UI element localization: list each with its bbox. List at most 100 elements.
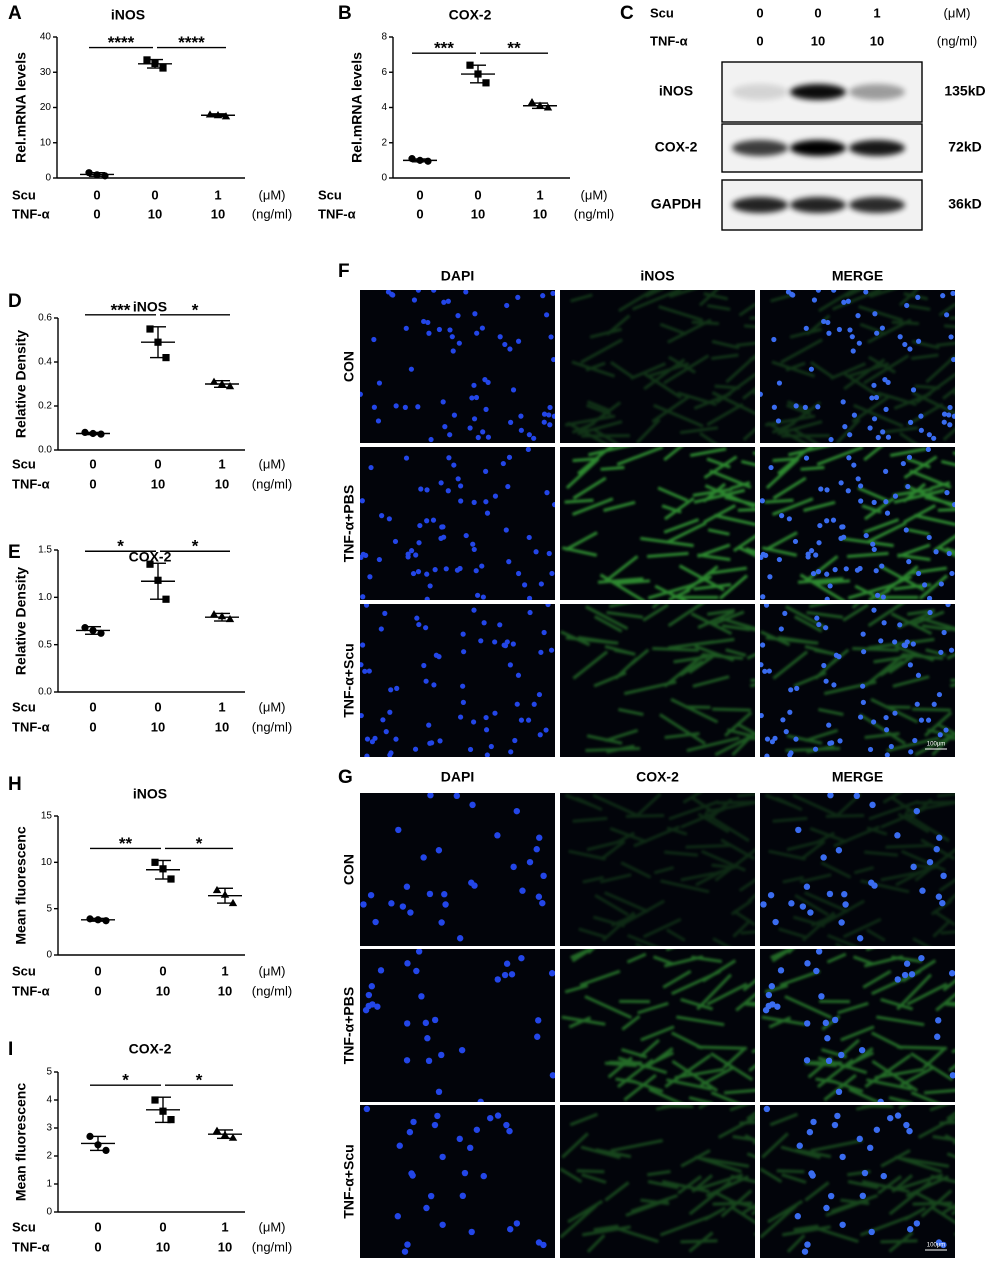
condition-value: 10 [218, 1239, 232, 1254]
fiber [661, 504, 682, 514]
fiber [635, 418, 661, 443]
nucleus [769, 1001, 776, 1008]
y-tick-label: 0 [46, 950, 52, 961]
fiber [835, 418, 861, 443]
fiber [691, 796, 712, 812]
blot-band [849, 84, 905, 100]
nucleus [803, 455, 810, 461]
fiber [740, 930, 755, 935]
nucleus [802, 404, 808, 410]
fiber [886, 736, 940, 753]
nucleus [897, 334, 903, 340]
fiber [815, 831, 836, 845]
fiber [843, 358, 886, 391]
nucleus [403, 883, 411, 890]
nucleus [794, 1213, 801, 1220]
fiber [864, 497, 895, 521]
nucleus [803, 1020, 811, 1027]
nucleus [402, 404, 408, 410]
nucleus [420, 854, 427, 861]
nucleus [816, 540, 822, 546]
nucleus [903, 527, 909, 533]
fiber [695, 870, 723, 887]
nucleus [935, 1017, 942, 1024]
fiber [858, 305, 904, 322]
nucleus [915, 570, 922, 577]
column-header: MERGE [832, 769, 883, 785]
condition-value: 0 [159, 963, 166, 978]
fiber [662, 969, 692, 989]
fiber [702, 1157, 750, 1168]
nucleus [494, 1112, 502, 1119]
nucleus [451, 462, 457, 468]
condition-value: 1 [218, 699, 225, 714]
nucleus [847, 327, 853, 333]
nucleus [535, 1239, 543, 1246]
nucleus [382, 610, 388, 617]
nucleus [455, 313, 461, 319]
fiber [604, 1181, 630, 1202]
nucleus [885, 434, 892, 440]
point [154, 338, 162, 346]
fiber [669, 290, 695, 299]
nucleus [939, 899, 946, 907]
fiber [801, 911, 836, 942]
fiber [770, 293, 793, 303]
row-label: TNF-α+PBS [341, 485, 357, 562]
point [85, 169, 93, 177]
fiber [572, 497, 614, 516]
fiber [571, 360, 616, 378]
condition-value: 1 [536, 187, 543, 202]
nucleus [376, 556, 382, 563]
fiber [771, 949, 794, 963]
fiber [717, 1116, 755, 1139]
blue-channel [760, 447, 955, 600]
nucleus [838, 480, 844, 486]
nucleus [787, 752, 793, 757]
nucleus [537, 732, 543, 738]
nucleus [815, 949, 823, 955]
nucleus [856, 1135, 863, 1143]
nucleus [810, 570, 817, 577]
nucleus [760, 712, 764, 719]
nucleus [549, 1072, 555, 1079]
nucleus [934, 1033, 941, 1040]
fiber [688, 1096, 713, 1102]
fiber [793, 1224, 819, 1232]
fiber [935, 341, 955, 347]
nucleus [431, 1121, 439, 1129]
nucleus [771, 336, 777, 343]
nucleus [439, 524, 445, 530]
fiber [786, 734, 823, 745]
nucleus [450, 348, 456, 354]
nucleus [839, 1221, 846, 1228]
fiber [859, 713, 906, 745]
nucleus [414, 615, 420, 621]
fiber [567, 1199, 604, 1224]
fiber [864, 1054, 912, 1088]
nucleus [858, 483, 864, 489]
nucleus [531, 435, 537, 441]
nucleus [760, 642, 766, 648]
nucleus [549, 570, 555, 577]
nucleus [822, 1019, 830, 1027]
fiber [616, 447, 664, 466]
nucleus [449, 334, 455, 340]
nucleus [467, 746, 474, 753]
fiber [666, 521, 707, 544]
nucleus [776, 556, 782, 563]
fiber [952, 1140, 955, 1145]
fiber [764, 531, 798, 552]
nucleus [846, 455, 852, 461]
nucleus [863, 290, 869, 295]
nucleus [363, 604, 370, 608]
y-tick-label: 0.0 [38, 687, 52, 698]
nucleus [842, 901, 849, 908]
nucleus [813, 967, 820, 975]
green-channel [561, 949, 755, 1102]
fiber [640, 1025, 675, 1042]
point [535, 101, 545, 109]
nucleus [360, 662, 364, 668]
nucleus [918, 954, 925, 962]
nucleus [825, 1057, 833, 1065]
